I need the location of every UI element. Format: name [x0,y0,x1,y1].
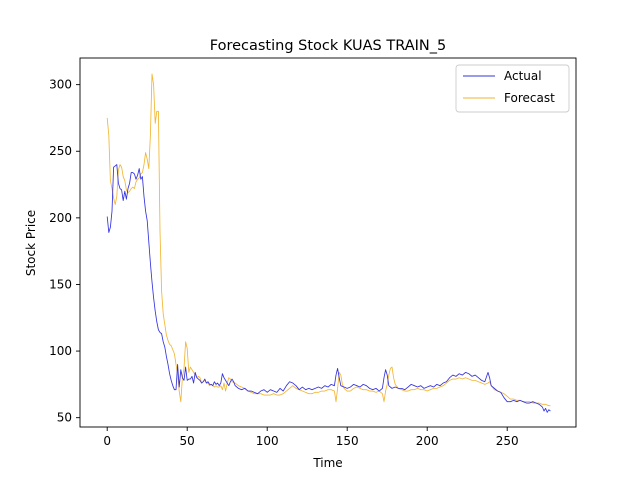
y-tick-label: 150 [49,277,72,291]
legend-box [455,64,570,113]
series-line-forecast [106,73,551,407]
legend-label-forecast: Forecast [504,91,555,105]
y-tick-label: 100 [49,344,72,358]
legend: Actual Forecast [455,64,570,113]
x-tick-label: 100 [256,434,279,448]
plot-frame [79,57,577,428]
y-tick-label: 300 [49,78,72,92]
x-tick-label: 0 [103,434,111,448]
y-tick-label: 50 [57,411,72,425]
x-tick-label: 250 [496,434,519,448]
series-line-actual [106,164,551,413]
x-axis: 0 50 100 150 200 250 [103,427,519,448]
x-tick-label: 50 [180,434,195,448]
y-axis: 50 100 150 200 250 300 [49,78,80,425]
x-tick-label: 150 [336,434,359,448]
x-tick-label: 200 [416,434,439,448]
legend-label-actual: Actual [504,69,542,83]
y-axis-label: Stock Price [24,210,38,276]
y-tick-label: 200 [49,211,72,225]
plot-area [106,73,551,413]
chart-title: Forecasting Stock KUAS TRAIN_5 [210,38,446,54]
x-axis-label: Time [312,456,342,470]
y-tick-label: 250 [49,144,72,158]
